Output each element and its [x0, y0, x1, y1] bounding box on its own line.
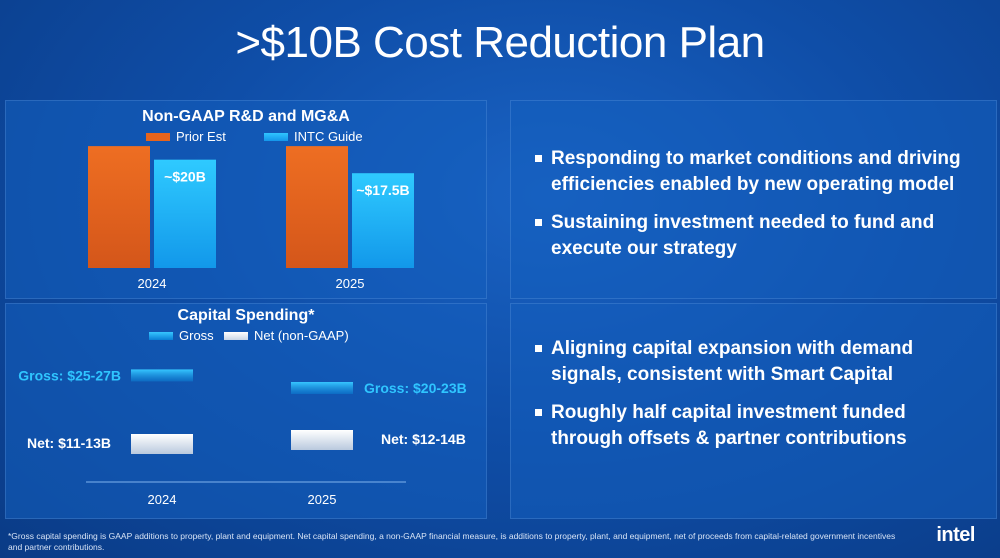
intel-logo: intel: [936, 524, 975, 546]
capex-gross-label: Gross: $20-23B: [364, 380, 467, 396]
capex-bar-net-2025: [291, 430, 353, 450]
intc-guide-swatch: [264, 132, 288, 141]
capex-gross-label: Gross: $25-27B: [18, 367, 121, 383]
capex-chart-title: Capital Spending*: [177, 307, 315, 324]
capex-legend-net-label: Net (non-GAAP): [254, 328, 349, 343]
rd-chart-svg: ~$20B 2024 ~$17.5B 2025: [88, 146, 414, 291]
rd-bar-prior-est-2024: [88, 146, 150, 268]
capex-legend-gross: Gross: [149, 328, 214, 343]
capex-net-label: Net: $12-14B: [381, 431, 466, 447]
rd-bar-intc-guide-2024: [154, 159, 216, 268]
net-swatch: [224, 331, 248, 340]
capex-bar-net-2024: [131, 434, 193, 454]
rd-data-label: ~$20B: [164, 169, 206, 185]
rd-chart-title: Non-GAAP R&D and MG&A: [142, 108, 350, 125]
capex-chart-panel: Capital Spending* Gross Net (non-GAAP) G…: [5, 303, 487, 519]
rd-x-tick-label: 2025: [336, 276, 365, 291]
capex-x-tick-label: 2025: [308, 492, 337, 507]
rd-chart-panel: Non-GAAP R&D and MG&A Prior Est INTC Gui…: [5, 100, 487, 299]
rd-legend-prior-label: Prior Est: [176, 129, 226, 144]
bullets-bottom-panel: Aligning capital expansion with demand s…: [510, 303, 997, 519]
footnote: *Gross capital spending is GAAP addition…: [8, 531, 896, 552]
capex-legend-net: Net (non-GAAP): [224, 328, 349, 343]
bullet-item: Responding to market conditions and driv…: [533, 146, 981, 198]
rd-legend-prior: Prior Est: [146, 129, 226, 144]
rd-bar-intc-guide-2025: [352, 173, 414, 268]
rd-legend-guide: INTC Guide: [264, 129, 363, 144]
gross-swatch: [149, 331, 173, 340]
rd-legend-guide-label: INTC Guide: [294, 129, 363, 144]
capex-bar-gross-2024: [131, 369, 193, 382]
bullet-item: Sustaining investment needed to fund and…: [533, 210, 981, 262]
capex-bar-gross-2025: [291, 382, 353, 394]
bullet-item: Roughly half capital investment funded t…: [533, 400, 981, 452]
capex-legend-gross-label: Gross: [179, 328, 214, 343]
rd-x-tick-label: 2024: [138, 276, 167, 291]
rd-data-label: ~$17.5B: [356, 182, 409, 198]
capex-net-label: Net: $11-13B: [27, 435, 111, 451]
capex-chart-svg: Gross: $25-27B Net: $11-13B 2024 Gross: $20…: [18, 367, 467, 507]
prior-est-swatch: [146, 132, 170, 141]
bullets-top-panel: Responding to market conditions and driv…: [510, 100, 997, 299]
capex-x-tick-label: 2024: [148, 492, 177, 507]
bullet-item: Aligning capital expansion with demand s…: [533, 336, 981, 388]
page-title: >$10B Cost Reduction Plan: [235, 18, 765, 67]
rd-bar-prior-est-2025: [286, 146, 348, 268]
